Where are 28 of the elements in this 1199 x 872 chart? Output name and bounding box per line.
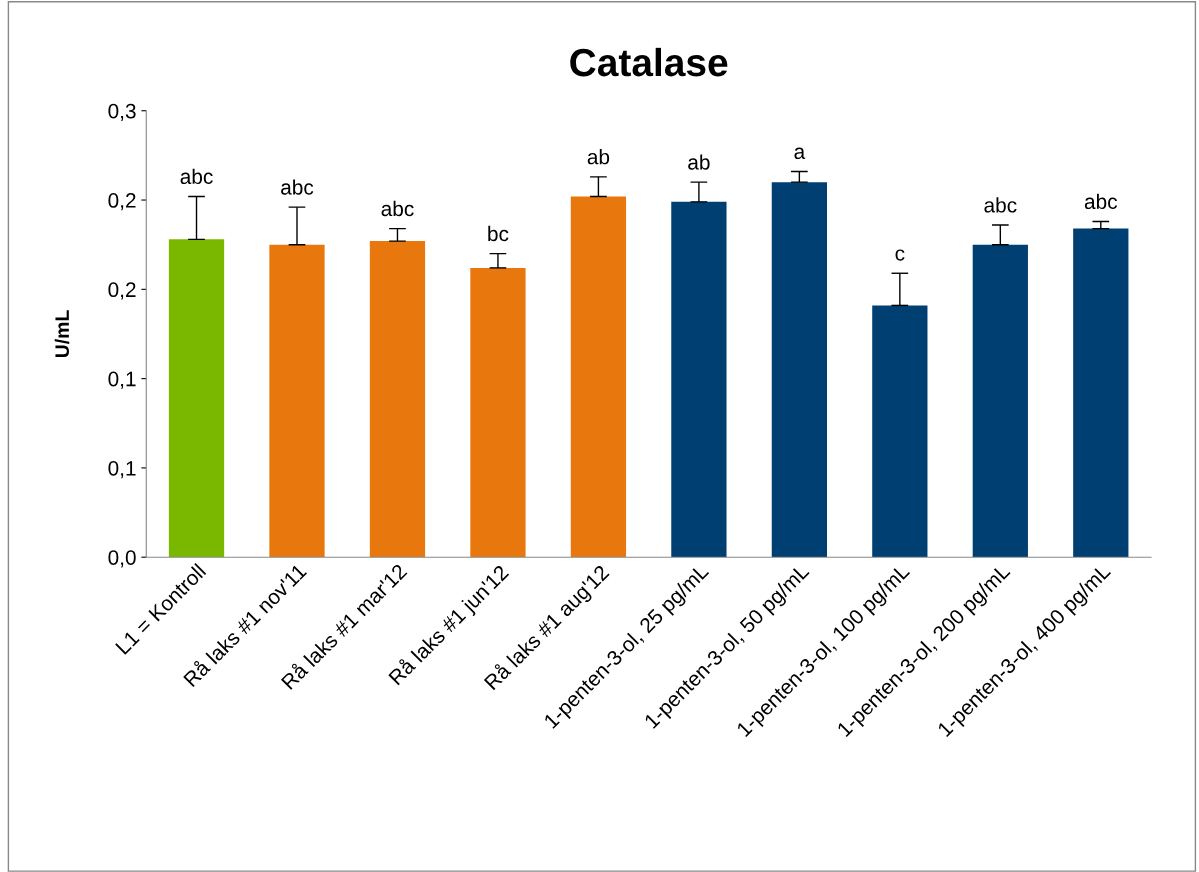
y-tick-label: 0,1 <box>108 460 136 479</box>
bar <box>972 244 1028 558</box>
annotation: abc <box>1084 193 1118 210</box>
annotation: c <box>895 249 905 261</box>
y-tick-label: 0,0 <box>108 550 136 568</box>
annotation: abc <box>281 179 314 195</box>
y-tick-label: 0,2 <box>108 282 136 300</box>
y-tick-label: 0,2 <box>108 193 136 211</box>
bar <box>168 239 225 558</box>
bar <box>771 182 827 558</box>
bar <box>269 244 325 558</box>
annotation: abc <box>984 197 1017 213</box>
annotation: abc <box>381 200 414 217</box>
bar <box>470 267 526 558</box>
bar <box>872 305 928 558</box>
bar <box>369 241 426 558</box>
bar <box>1073 228 1129 558</box>
y-tick-label: 0,3 <box>108 103 136 121</box>
annotation: bc <box>488 225 509 242</box>
bar <box>671 201 727 558</box>
annotation: a <box>794 147 806 160</box>
annotation: abc <box>180 168 213 185</box>
annotation: ab <box>688 154 710 170</box>
bar <box>570 196 627 558</box>
y-tick-label: 0,1 <box>108 371 136 389</box>
y-axis-title: U/mL <box>54 310 70 358</box>
annotation: ab <box>587 149 610 165</box>
chart-title: Catalase <box>570 47 728 77</box>
